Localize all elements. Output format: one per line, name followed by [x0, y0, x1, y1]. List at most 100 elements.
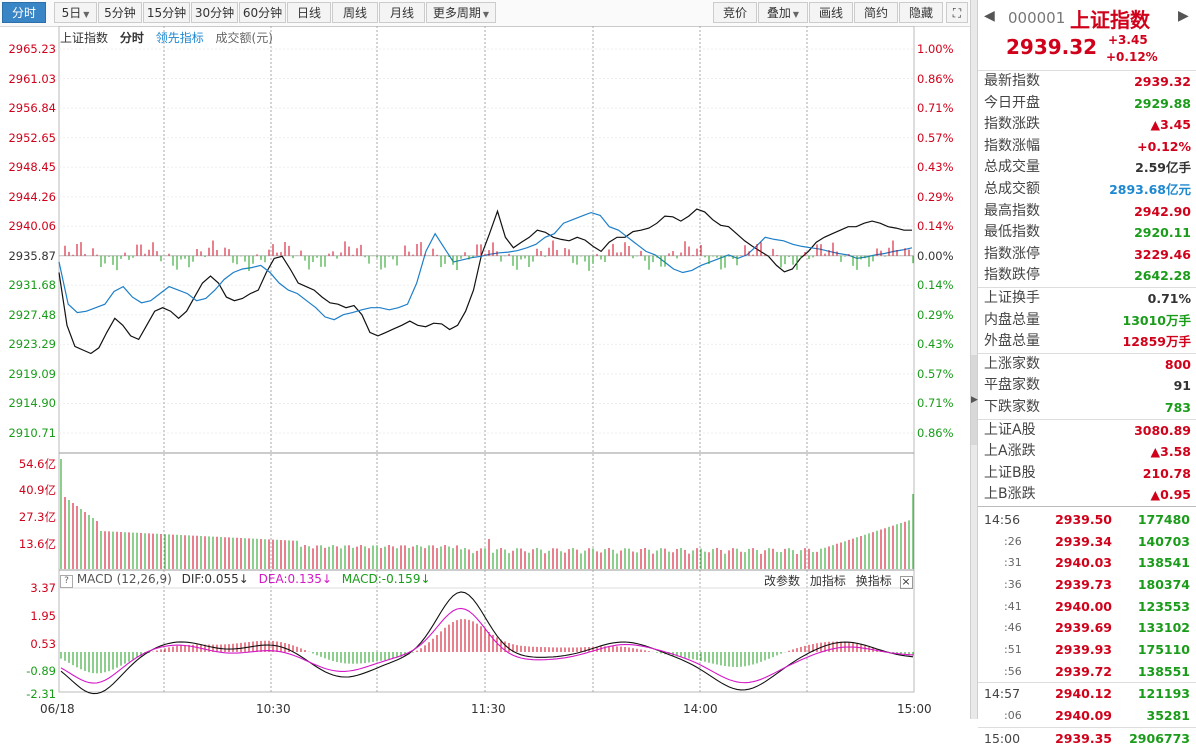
chevron-down-icon: ▼	[482, 10, 490, 19]
quote-row: 最新指数 2939.32	[978, 71, 1196, 93]
legend-lead[interactable]: 领先指标	[155, 31, 204, 45]
collapse-arrow-icon[interactable]: ▶	[971, 355, 978, 445]
quote-key: 总成交量	[984, 159, 1040, 176]
hide-button[interactable]: 隐藏	[899, 2, 943, 23]
quote-key: 指数涨跌	[984, 116, 1040, 133]
quote-key: 上证B股	[984, 464, 1036, 481]
stock-name: 上证指数	[1070, 8, 1150, 32]
volume-tick-label: 54.6亿	[18, 457, 56, 471]
overlay-button[interactable]: 叠加 ▼	[758, 2, 808, 23]
tick-price: 2940.09	[1055, 708, 1112, 724]
quote-value: +0.12%	[1137, 138, 1191, 154]
macd-tick-label: 1.95	[30, 609, 56, 623]
x-label-1030: 10:30	[256, 702, 291, 716]
pct-tick-label: 0.14%	[917, 219, 954, 234]
tick-price: 2940.00	[1055, 598, 1112, 614]
simple-button[interactable]: 简约	[854, 2, 898, 23]
pct-tick-label: 0.86%	[917, 426, 954, 440]
macd-legend: ? MACD (12,26,9) DIF:0.055↓ DEA:0.135↓ M…	[60, 572, 431, 588]
price-tick-label: 2910.71	[8, 426, 56, 440]
tab-5min[interactable]: 5分钟	[98, 2, 142, 23]
tab-5day[interactable]: 5日 ▼	[54, 2, 97, 23]
volume-tick-label: 13.6亿	[18, 537, 56, 551]
prev-stock-icon[interactable]: ◀	[984, 8, 995, 24]
quote-value: 800	[1164, 356, 1191, 372]
price-tick-label: 2927.48	[8, 307, 56, 322]
price-tick-label: 2965.23	[8, 42, 56, 56]
quote-value: 2642.28	[1134, 268, 1191, 284]
quote-key: 最新指数	[984, 73, 1040, 89]
quote-row: 指数涨停 3229.46	[978, 244, 1196, 266]
x-label-1500: 15:00	[897, 702, 932, 716]
fullscreen-icon[interactable]: ⛶	[946, 2, 968, 23]
legend-amount: 成交额(元)	[215, 31, 273, 45]
macd-dif: DIF:0.055↓	[181, 572, 249, 586]
quote-row: 上涨家数 800	[978, 354, 1196, 376]
close-icon[interactable]: ×	[899, 575, 913, 589]
pct-tick-label: 0.43%	[917, 160, 954, 175]
tick-volume: 121193	[1137, 686, 1190, 702]
tick-row: :31 2940.03 138541	[978, 552, 1196, 574]
tab-60min[interactable]: 60分钟	[239, 2, 286, 23]
tab-more-periods[interactable]: 更多周期 ▼	[426, 2, 496, 23]
price-line	[58, 208, 912, 355]
macd-swap-button[interactable]: 换指标	[855, 574, 892, 588]
quote-value: 13010万手	[1122, 312, 1192, 328]
quote-value: 2929.88	[1134, 95, 1191, 111]
volume-tick-label: 40.9亿	[18, 483, 56, 497]
tab-daily[interactable]: 日线	[287, 2, 331, 23]
tab-monthly[interactable]: 月线	[379, 2, 425, 23]
quote-key: 最低指数	[984, 224, 1040, 241]
auction-button[interactable]: 竞价	[713, 2, 757, 23]
draw-button[interactable]: 画线	[809, 2, 853, 23]
tab-weekly[interactable]: 周线	[332, 2, 378, 23]
quote-row: 下跌家数 783	[978, 397, 1196, 419]
price-tick-label: 2952.65	[8, 130, 56, 145]
quote-row: 上证A股 3080.89	[978, 420, 1196, 442]
tick-time: :41	[1004, 599, 1022, 613]
quote-value: 3080.89	[1134, 422, 1191, 438]
next-stock-icon[interactable]: ▶	[1178, 8, 1189, 24]
pct-tick-label: 0.71%	[917, 396, 954, 411]
pct-tick-label: 0.86%	[917, 71, 954, 86]
quote-key: 上A涨跌	[984, 443, 1036, 460]
quote-value: ▲0.95	[1150, 487, 1191, 503]
chart-area: 上证指数 分时 领先指标 成交额(元) 2965.23 2961.03 2956.8…	[0, 26, 970, 719]
tick-price: 2940.03	[1055, 555, 1112, 571]
panel-splitter[interactable]: ▶	[970, 0, 978, 719]
quote-row: 内盘总量 13010万手	[978, 310, 1196, 332]
tab-intraday[interactable]: 分时	[2, 2, 46, 23]
tick-row: :41 2940.00 123553	[978, 596, 1196, 618]
quote-row: 今日开盘 2929.88	[978, 93, 1196, 115]
quote-value: ▲3.58	[1150, 444, 1191, 460]
macd-params-button[interactable]: 改参数	[764, 574, 801, 588]
x-label-date: 06/18	[40, 702, 75, 716]
tick-time: :56	[1004, 664, 1022, 678]
quote-row: 外盘总量 12859万手	[978, 331, 1196, 353]
quote-value: 2939.32	[1134, 74, 1191, 89]
tab-15min[interactable]: 15分钟	[143, 2, 190, 23]
tick-volume: 175110	[1137, 642, 1190, 657]
tick-price: 2939.93	[1055, 642, 1112, 657]
quote-key: 总成交额	[984, 180, 1040, 197]
help-icon[interactable]: ?	[60, 575, 73, 588]
quote-value: 0.71%	[1147, 290, 1191, 306]
quote-row: 指数涨跌 ▲3.45	[978, 114, 1196, 136]
pct-tick-label: 0.71%	[917, 101, 954, 116]
tick-volume: 2906773	[1129, 730, 1190, 746]
macd-add-button[interactable]: 加指标	[809, 574, 846, 588]
tick-time: :46	[1004, 621, 1022, 635]
tab-30min[interactable]: 30分钟	[191, 2, 238, 23]
tick-time: 14:56	[984, 511, 1021, 527]
legend-mode: 分时	[119, 31, 144, 45]
quote-row: 上证B股 210.78	[978, 463, 1196, 485]
quote-value: ▲3.45	[1150, 117, 1191, 133]
intraday-chart[interactable]	[0, 26, 970, 719]
price-change-pct: +0.12%	[1106, 50, 1158, 64]
quote-value: 210.78	[1142, 465, 1191, 481]
tick-time: :06	[1004, 709, 1022, 723]
quote-panel: ◀ 000001 上证指数 ▶ 2939.32 +3.45 +0.12% 最新指…	[978, 0, 1196, 746]
chevron-down-icon: ▼	[83, 10, 90, 19]
macd-tick-label: 3.37	[30, 581, 56, 595]
pct-tick-label: 0.29%	[917, 189, 954, 204]
